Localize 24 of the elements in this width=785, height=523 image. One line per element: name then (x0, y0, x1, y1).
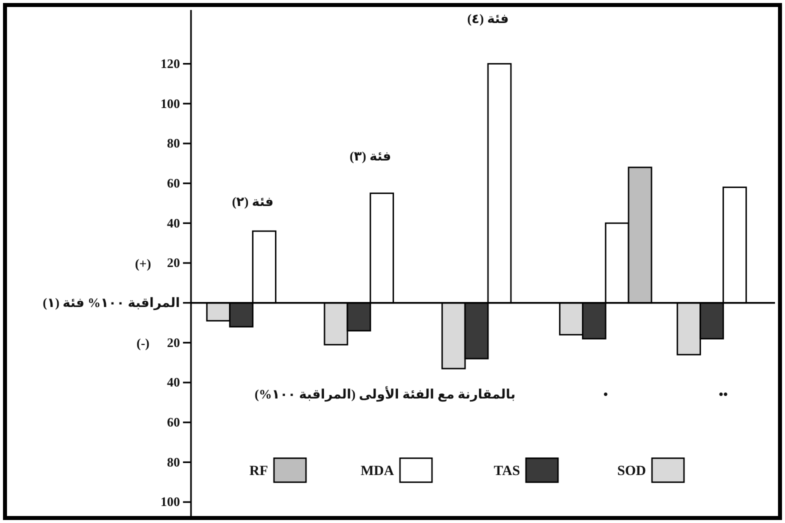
y-tick-label: 120 (160, 56, 180, 71)
y-tick-label: 80 (167, 136, 180, 151)
x-tick-label: فئة (٣) (350, 148, 392, 164)
y-tick-label: 40 (167, 215, 180, 230)
y-tick-label: 60 (167, 414, 180, 430)
y-tick-label: 20 (167, 334, 180, 350)
y-tick-label: 80 (167, 454, 180, 470)
annotation: بالمقارنة مع الفئة الأولى (المراقبة ١٠٠%) (254, 385, 516, 402)
x-tick-label: •• (718, 386, 728, 402)
y-tick-label: 100 (160, 96, 180, 111)
y-tick-label: 100 (160, 494, 180, 510)
text: (-) (136, 336, 150, 351)
y-tick-label: 40 (167, 374, 180, 390)
text: (+) (134, 256, 152, 272)
y-tick-label: المراقبة ١٠٠% فئة (١) (42, 295, 180, 312)
legend-label: TAS (494, 464, 520, 480)
x-tick-label: فئة (٢) (232, 194, 274, 210)
y-tick-label: 60 (167, 175, 180, 190)
x-tick-label: فئة (٤) (467, 10, 509, 26)
legend-label: SOD (617, 464, 646, 480)
legend-label: MDA (360, 464, 395, 480)
y-tick-label: 20 (167, 255, 180, 270)
x-tick-label: • (603, 386, 608, 402)
legend-label: RF (249, 464, 268, 480)
